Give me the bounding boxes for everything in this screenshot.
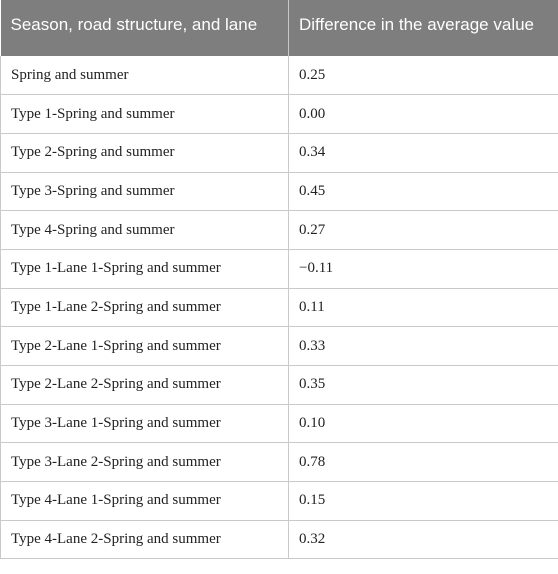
table-row: Type 1-Lane 2-Spring and summer 0.11 xyxy=(0,288,558,328)
cell-label: Type 4-Lane 2-Spring and summer xyxy=(0,520,289,560)
table-row: Type 4-Lane 2-Spring and summer 0.32 xyxy=(0,520,558,560)
cell-label: Type 2-Lane 1-Spring and summer xyxy=(0,326,289,366)
table-row: Type 3-Lane 1-Spring and summer 0.10 xyxy=(0,404,558,444)
column-header-season: Season, road structure, and lane xyxy=(0,0,289,56)
cell-value: 0.27 xyxy=(288,210,558,250)
cell-value: 0.15 xyxy=(288,481,558,521)
table-row: Type 2-Lane 2-Spring and summer 0.35 xyxy=(0,365,558,405)
cell-value: 0.00 xyxy=(288,94,558,134)
table-row: Type 1-Spring and summer 0.00 xyxy=(0,94,558,134)
cell-value: 0.25 xyxy=(288,56,558,96)
cell-label: Type 4-Spring and summer xyxy=(0,210,289,250)
cell-label: Type 3-Spring and summer xyxy=(0,172,289,212)
cell-label: Type 1-Lane 1-Spring and summer xyxy=(0,249,289,289)
cell-value: 0.78 xyxy=(288,442,558,483)
cell-value: 0.35 xyxy=(288,365,558,405)
table-row: Type 4-Spring and summer 0.27 xyxy=(0,210,558,250)
table-row: Type 1-Lane 1-Spring and summer −0.11 xyxy=(0,249,558,289)
table-header: Season, road structure, and lane Differe… xyxy=(0,0,558,56)
cell-value: 0.32 xyxy=(288,520,558,560)
cell-value: −0.11 xyxy=(288,249,558,289)
table-row: Type 3-Lane 2-Spring and summer 0.78 xyxy=(0,442,558,483)
cell-value: 0.11 xyxy=(288,288,558,328)
data-table: Season, road structure, and lane Differe… xyxy=(0,0,558,560)
cell-label: Type 1-Lane 2-Spring and summer xyxy=(0,288,289,328)
table-row: Spring and summer 0.25 xyxy=(0,56,558,96)
table-row: Type 2-Spring and summer 0.34 xyxy=(0,133,558,173)
cell-label: Type 3-Lane 1-Spring and summer xyxy=(0,404,289,444)
cell-value: 0.45 xyxy=(288,172,558,212)
table-row: Type 3-Spring and summer 0.45 xyxy=(0,172,558,212)
cell-label: Type 1-Spring and summer xyxy=(0,94,289,134)
cell-label: Type 4-Lane 1-Spring and summer xyxy=(0,481,289,521)
cell-value: 0.33 xyxy=(288,326,558,366)
table-row: Type 4-Lane 1-Spring and summer 0.15 xyxy=(0,481,558,521)
cell-label: Spring and summer xyxy=(0,56,289,96)
cell-value: 0.34 xyxy=(288,133,558,173)
column-header-difference: Difference in the average value xyxy=(288,0,558,56)
cell-label: Type 3-Lane 2-Spring and summer xyxy=(0,442,289,483)
cell-value: 0.10 xyxy=(288,404,558,444)
cell-label: Type 2-Spring and summer xyxy=(0,133,289,173)
table-row: Type 2-Lane 1-Spring and summer 0.33 xyxy=(0,326,558,366)
cell-label: Type 2-Lane 2-Spring and summer xyxy=(0,365,289,405)
table-body: Spring and summer 0.25 Type 1-Spring and… xyxy=(0,56,558,560)
header-row: Season, road structure, and lane Differe… xyxy=(0,0,558,56)
